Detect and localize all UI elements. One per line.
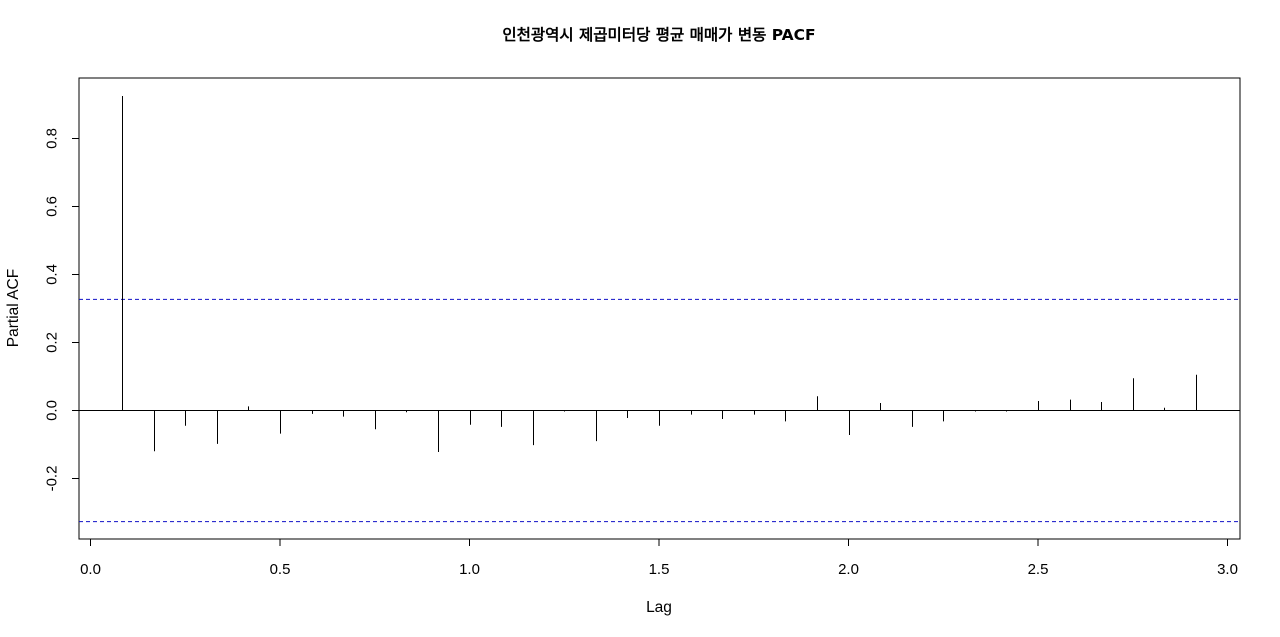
x-tick-label: 2.0 — [838, 561, 859, 578]
x-tick-label: 1.5 — [649, 561, 670, 578]
y-tick-label: 0.6 — [44, 196, 61, 217]
x-tick-label: 2.5 — [1028, 561, 1049, 578]
x-tick-label: 1.0 — [459, 561, 480, 578]
y-axis-label: Partial ACF — [5, 269, 22, 347]
y-tick-label: 0.8 — [44, 128, 61, 149]
x-axis-label: Lag — [646, 599, 672, 616]
chart-title: 인천광역시 제곱미터당 평균 매매가 변동 PACF — [502, 25, 815, 44]
y-tick-label: -0.2 — [44, 466, 61, 492]
x-tick-label: 3.0 — [1217, 561, 1238, 578]
pacf-bars — [122, 96, 1197, 452]
y-tick-label: 0.4 — [44, 264, 61, 285]
plot-frame — [78, 77, 1241, 540]
y-axis: -0.2 0.0 0.2 0.4 0.6 0.8 — [44, 128, 79, 492]
x-tick-label: 0.5 — [270, 561, 291, 578]
x-tick-label: 0.0 — [80, 561, 101, 578]
y-tick-label: 0.0 — [44, 400, 61, 421]
y-tick-label: 0.2 — [44, 332, 61, 353]
confidence-bounds — [79, 298, 1240, 523]
x-axis: 0.0 0.5 1.0 1.5 2.0 2.5 3.0 — [80, 539, 1238, 578]
